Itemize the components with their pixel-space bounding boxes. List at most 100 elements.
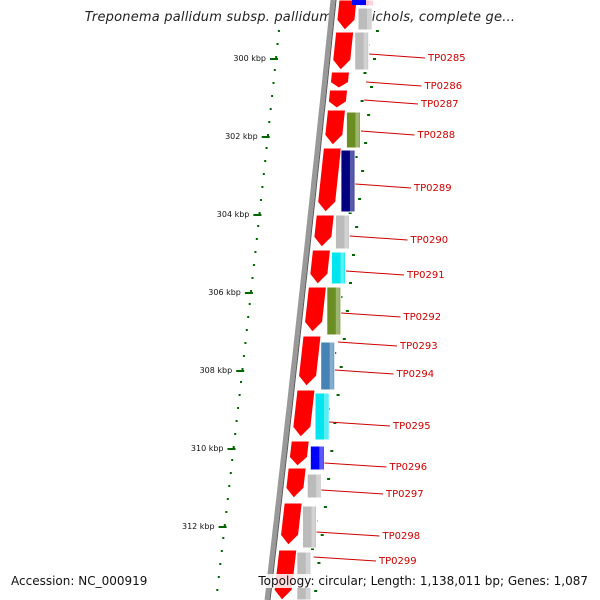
accession-label: Accession: NC_000919	[9, 574, 150, 588]
gc-dot	[244, 342, 247, 344]
gene-arrow	[309, 249, 332, 285]
kbp-label: 304 kbp	[217, 210, 250, 219]
cog-bar	[345, 111, 361, 149]
gc-dot	[268, 121, 271, 123]
gc-dot	[232, 446, 235, 448]
gene-arrow	[327, 89, 349, 109]
gene-arrow	[285, 467, 307, 499]
gene-label: TP0288	[417, 130, 456, 141]
kbp-label: 308 kbp	[200, 366, 233, 375]
skew-dot	[348, 212, 352, 214]
gene-arrow	[329, 71, 351, 89]
gene-arrow	[304, 286, 327, 333]
skew-dot	[354, 156, 358, 158]
skew-dot	[349, 282, 352, 284]
gc-dot	[260, 199, 262, 201]
gc-dot	[234, 433, 237, 435]
gc-dot	[248, 303, 251, 305]
gc-dot	[241, 368, 244, 370]
skew-dot	[367, 114, 371, 116]
gc-dot	[271, 95, 274, 97]
cog-bar	[334, 214, 350, 250]
cog-bar	[302, 505, 317, 549]
gene-label: TP0291	[406, 270, 445, 281]
kbp-tick	[270, 58, 278, 60]
cog-bar-highlight	[311, 506, 316, 548]
gc-dot	[237, 407, 240, 409]
label-leader	[334, 369, 394, 375]
gene-arrow	[292, 389, 316, 438]
label-leader	[369, 53, 426, 59]
cog-bar	[354, 31, 370, 71]
cog-bar	[357, 7, 373, 31]
gene-arrow	[336, 0, 358, 31]
label-leader	[360, 130, 415, 136]
gene-label: TP0297	[385, 489, 424, 500]
gene-label: TP0290	[410, 235, 449, 246]
kbp-tick	[253, 214, 262, 216]
gene-label: TP0296	[389, 462, 428, 473]
label-leader	[366, 81, 422, 87]
gc-dot	[273, 69, 276, 71]
gc-dot	[262, 173, 265, 175]
skew-dot	[339, 366, 343, 368]
gc-dot	[231, 459, 234, 461]
gc-dot	[225, 511, 228, 513]
gene-label-layer: TP0285 TP0286 TP0287 TP0288 TP0289 TP0290 TP02…	[313, 53, 466, 567]
cog-bar-highlight	[363, 32, 368, 70]
kbp-label: 312 kbp	[182, 522, 215, 531]
cog-bar	[352, 0, 366, 5]
cog-bar-highlight	[344, 215, 349, 249]
cog-bar-highlight	[340, 252, 345, 284]
skew-dot	[355, 226, 359, 228]
gene-label: TP0287	[420, 99, 459, 110]
gc-dot	[272, 82, 275, 84]
skew-dot	[314, 590, 318, 592]
backbone-track	[264, 0, 337, 600]
gene-arrow	[288, 440, 310, 467]
skew-dot	[323, 506, 327, 508]
gc-dot	[252, 264, 255, 266]
label-leader	[337, 341, 398, 347]
gene-label: TP0298	[382, 531, 421, 542]
cog-bar	[331, 251, 346, 285]
skew-dot	[345, 310, 349, 312]
gc-dot	[261, 186, 264, 188]
kbp-label: 310 kbp	[191, 444, 224, 453]
gc-dot	[277, 30, 280, 32]
gene-arrow	[313, 214, 335, 248]
label-leader	[345, 270, 405, 276]
gene-arrow	[332, 31, 355, 71]
skew-dot	[311, 548, 314, 550]
gc-dot	[238, 394, 241, 396]
skew-dot	[363, 72, 367, 74]
label-leader	[341, 312, 401, 318]
skew-dot	[360, 100, 364, 102]
backbone-line	[264, 0, 336, 600]
gene-label: TP0286	[424, 81, 463, 92]
label-leader	[329, 421, 391, 427]
skew-dot	[361, 170, 365, 172]
cog-bar-highlight	[349, 150, 354, 212]
kbp-tick	[236, 370, 245, 372]
gene-label: TP0285	[427, 53, 466, 64]
cog-bar-highlight	[335, 287, 340, 335]
gc-dot	[242, 355, 245, 357]
skew-dot	[373, 58, 376, 60]
gc-dot	[255, 238, 258, 240]
backbone-inner-line	[269, 0, 337, 600]
kbp-tick-layer: 300 kbp 302 kbp 304 kbp 306 kbp 308 kbp 310 k…	[182, 54, 278, 531]
cog-bar	[306, 473, 322, 499]
gc-dot	[254, 251, 257, 253]
cog-bar-highlight	[367, 8, 371, 30]
gc-dot	[258, 212, 261, 214]
gene-label: TP0292	[403, 312, 442, 323]
skew-dot	[375, 30, 379, 32]
cog-bar-highlight	[368, 0, 373, 6]
label-leader	[313, 556, 377, 562]
cog-bar-highlight	[324, 393, 328, 440]
cog-bar-highlight	[319, 446, 324, 470]
gene-label: TP0289	[413, 183, 452, 194]
gc-dot	[251, 277, 254, 279]
kbp-tick	[261, 136, 270, 138]
